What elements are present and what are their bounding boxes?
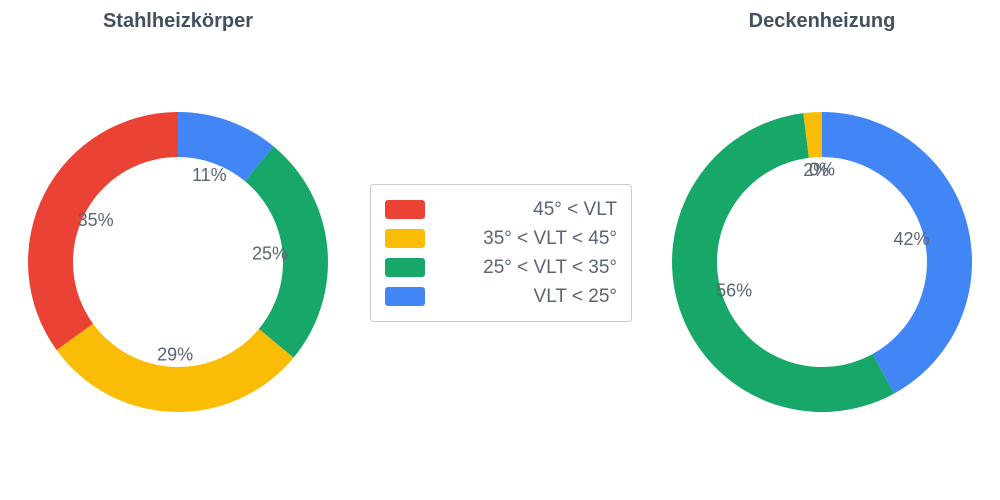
slice-percent-label: 25% — [252, 243, 288, 263]
slice-percent-label: 42% — [893, 229, 929, 249]
donut-slice — [178, 112, 274, 182]
donut-chart-stahlheizkoerper: 35% 29% 25% 11% — [28, 112, 329, 412]
chart-title-deckenheizung: Deckenheizung — [748, 10, 896, 32]
legend-item: 25° < VLT < 35° — [385, 254, 617, 281]
legend-item-label: 35° < VLT < 45° — [483, 227, 617, 249]
slice-percent-label: 56% — [716, 281, 752, 301]
legend-item: VLT < 25° — [385, 283, 617, 310]
donut-slice — [672, 113, 895, 412]
legend-item-label: 45° < VLT — [533, 198, 617, 220]
donut-slice — [56, 323, 294, 412]
donut-slice — [803, 112, 822, 158]
slice-percent-label: 35% — [78, 210, 114, 230]
legend-swatch-icon — [385, 258, 425, 277]
slice-percent-label: 2% — [803, 160, 829, 180]
legend: 45° < VLT 35° < VLT < 45° 25° < VLT < 35° V… — [370, 184, 632, 322]
slice-percent-label: 11% — [192, 165, 227, 185]
slice-percent-label: 29% — [157, 344, 193, 364]
legend-item: 45° < VLT — [385, 196, 617, 223]
legend-swatch-icon — [385, 287, 425, 306]
donut-slice — [244, 146, 329, 358]
chart-title-stahlheizkoerper: Stahlheizkörper — [102, 10, 254, 32]
legend-item-label: VLT < 25° — [533, 285, 617, 307]
legend-swatch-icon — [385, 229, 425, 248]
donut-slice — [28, 112, 178, 351]
donut-slice — [822, 112, 973, 394]
donut-chart-deckenheizung: 0%2% 56% 42% — [672, 112, 973, 412]
legend-swatch-icon — [385, 200, 425, 219]
slice-percent-label: 0% — [809, 160, 835, 180]
legend-item-label: 25° < VLT < 35° — [483, 256, 617, 278]
legend-item: 35° < VLT < 45° — [385, 225, 617, 252]
